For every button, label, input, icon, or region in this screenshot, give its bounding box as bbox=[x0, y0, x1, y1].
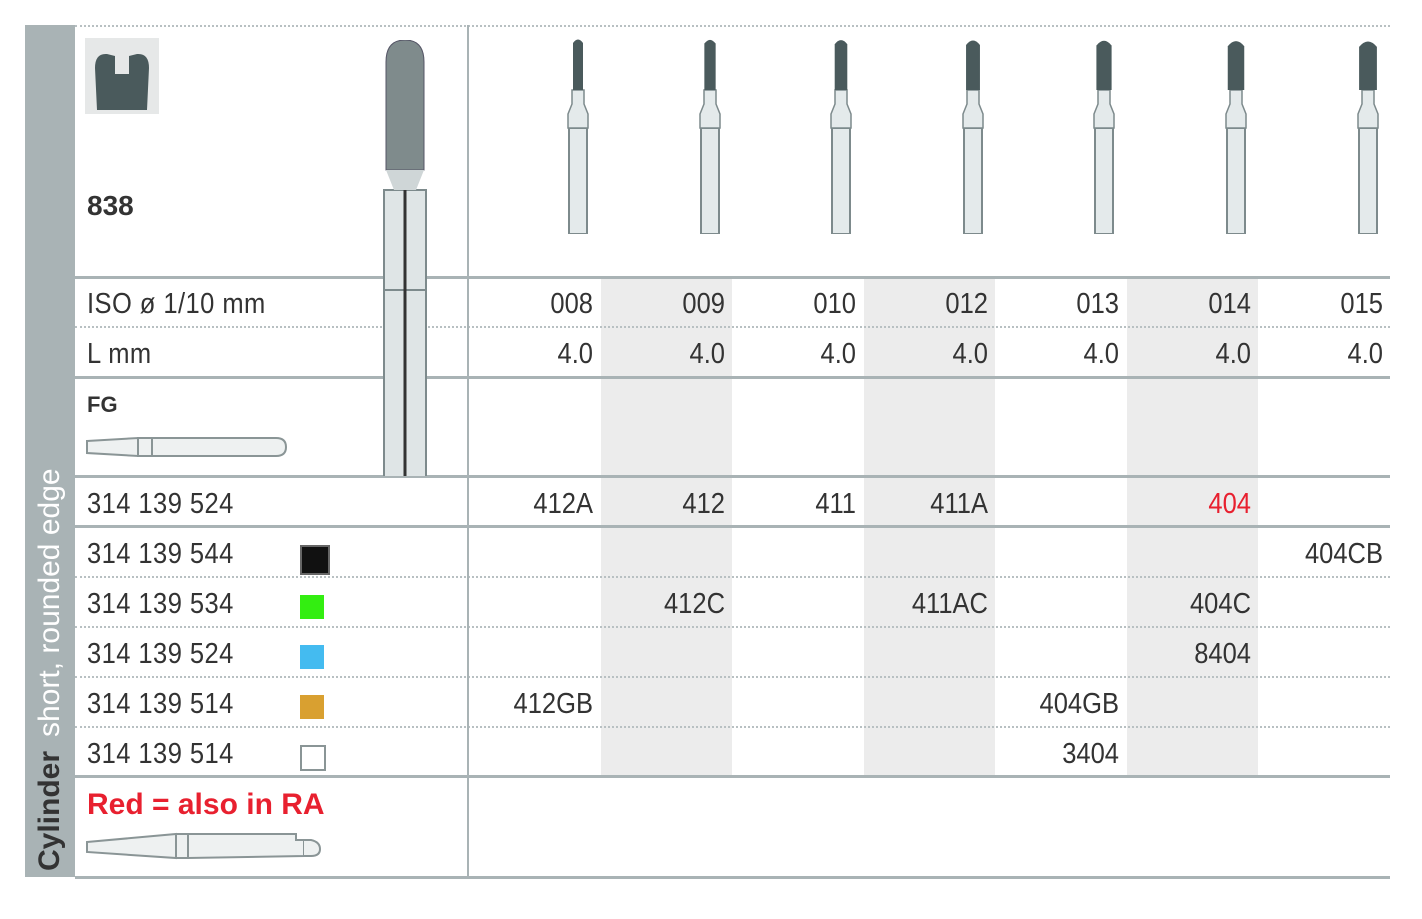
divider bbox=[75, 626, 1390, 628]
iso-size: 014 bbox=[1208, 288, 1251, 320]
cylinder-shape-icon bbox=[85, 38, 159, 114]
category-name: Cylinder bbox=[33, 750, 66, 871]
figure-number: 838 bbox=[87, 190, 134, 221]
length-value: 4.0 bbox=[952, 338, 988, 370]
divider bbox=[75, 326, 1390, 328]
product-code: 412 bbox=[682, 488, 725, 520]
bur-image bbox=[962, 40, 984, 234]
bur-image bbox=[1093, 40, 1116, 234]
large-bur-image bbox=[383, 40, 427, 476]
divider bbox=[75, 726, 1390, 728]
column-separator bbox=[467, 25, 469, 877]
length-value: 4.0 bbox=[1347, 338, 1383, 370]
category-title: Cylinder short, rounded edge bbox=[25, 25, 75, 877]
product-code: 404 bbox=[1208, 488, 1251, 520]
length-label: L mm bbox=[87, 338, 152, 370]
iso-size: 015 bbox=[1340, 288, 1383, 320]
product-code: 404GB bbox=[1039, 688, 1120, 720]
shank-type-label: FG bbox=[87, 392, 118, 417]
article-code: 314 139 544 bbox=[87, 538, 234, 570]
divider bbox=[75, 576, 1390, 578]
top-border bbox=[75, 25, 1390, 27]
article-code: 314 139 514 bbox=[87, 688, 234, 720]
divider bbox=[75, 676, 1390, 678]
divider bbox=[75, 376, 1390, 379]
product-code: 8404 bbox=[1194, 638, 1251, 670]
product-code: 404C bbox=[1189, 588, 1251, 620]
bur-image bbox=[1356, 41, 1379, 234]
product-code: 411AC bbox=[911, 588, 988, 620]
article-code: 314 139 534 bbox=[87, 588, 234, 620]
article-code: 314 139 524 bbox=[87, 488, 234, 520]
color-code-swatch bbox=[300, 545, 330, 575]
color-code-swatch bbox=[300, 695, 324, 719]
bur-image bbox=[1225, 41, 1247, 234]
iso-size: 012 bbox=[945, 288, 988, 320]
ra-shank-icon bbox=[86, 832, 322, 860]
product-code: 412C bbox=[663, 588, 725, 620]
product-code: 404CB bbox=[1304, 538, 1383, 570]
iso-size: 010 bbox=[813, 288, 857, 320]
color-code-swatch bbox=[300, 595, 324, 619]
article-code: 314 139 514 bbox=[87, 738, 234, 770]
iso-size: 009 bbox=[682, 288, 725, 320]
product-code: 411A bbox=[930, 488, 988, 520]
length-value: 4.0 bbox=[557, 338, 593, 370]
product-code: 411 bbox=[815, 488, 857, 520]
divider bbox=[75, 525, 1390, 528]
bur-image bbox=[698, 39, 721, 234]
length-value: 4.0 bbox=[1083, 338, 1120, 370]
length-value: 4.0 bbox=[689, 338, 725, 370]
ra-note: Red = also in RA bbox=[87, 788, 325, 821]
article-code: 314 139 524 bbox=[87, 638, 234, 670]
product-code: 3404 bbox=[1062, 738, 1120, 770]
product-code: 412A bbox=[533, 488, 593, 520]
length-value: 4.0 bbox=[820, 338, 857, 370]
bottom-border bbox=[75, 876, 1390, 879]
iso-size: 013 bbox=[1076, 288, 1120, 320]
category-subtitle: short, rounded edge bbox=[33, 468, 66, 737]
divider bbox=[75, 276, 1390, 279]
length-value: 4.0 bbox=[1215, 338, 1251, 370]
bur-image bbox=[567, 39, 589, 234]
divider bbox=[75, 775, 1390, 778]
iso-label: ISO ø 1/10 mm bbox=[87, 288, 266, 320]
divider bbox=[75, 475, 1390, 478]
bur-image bbox=[830, 40, 852, 234]
product-code: 412GB bbox=[513, 688, 593, 720]
category-sidebar bbox=[25, 25, 75, 877]
fg-shank-icon bbox=[86, 436, 288, 458]
iso-size: 008 bbox=[550, 288, 593, 320]
color-code-swatch bbox=[300, 645, 324, 669]
color-code-swatch bbox=[300, 745, 326, 771]
